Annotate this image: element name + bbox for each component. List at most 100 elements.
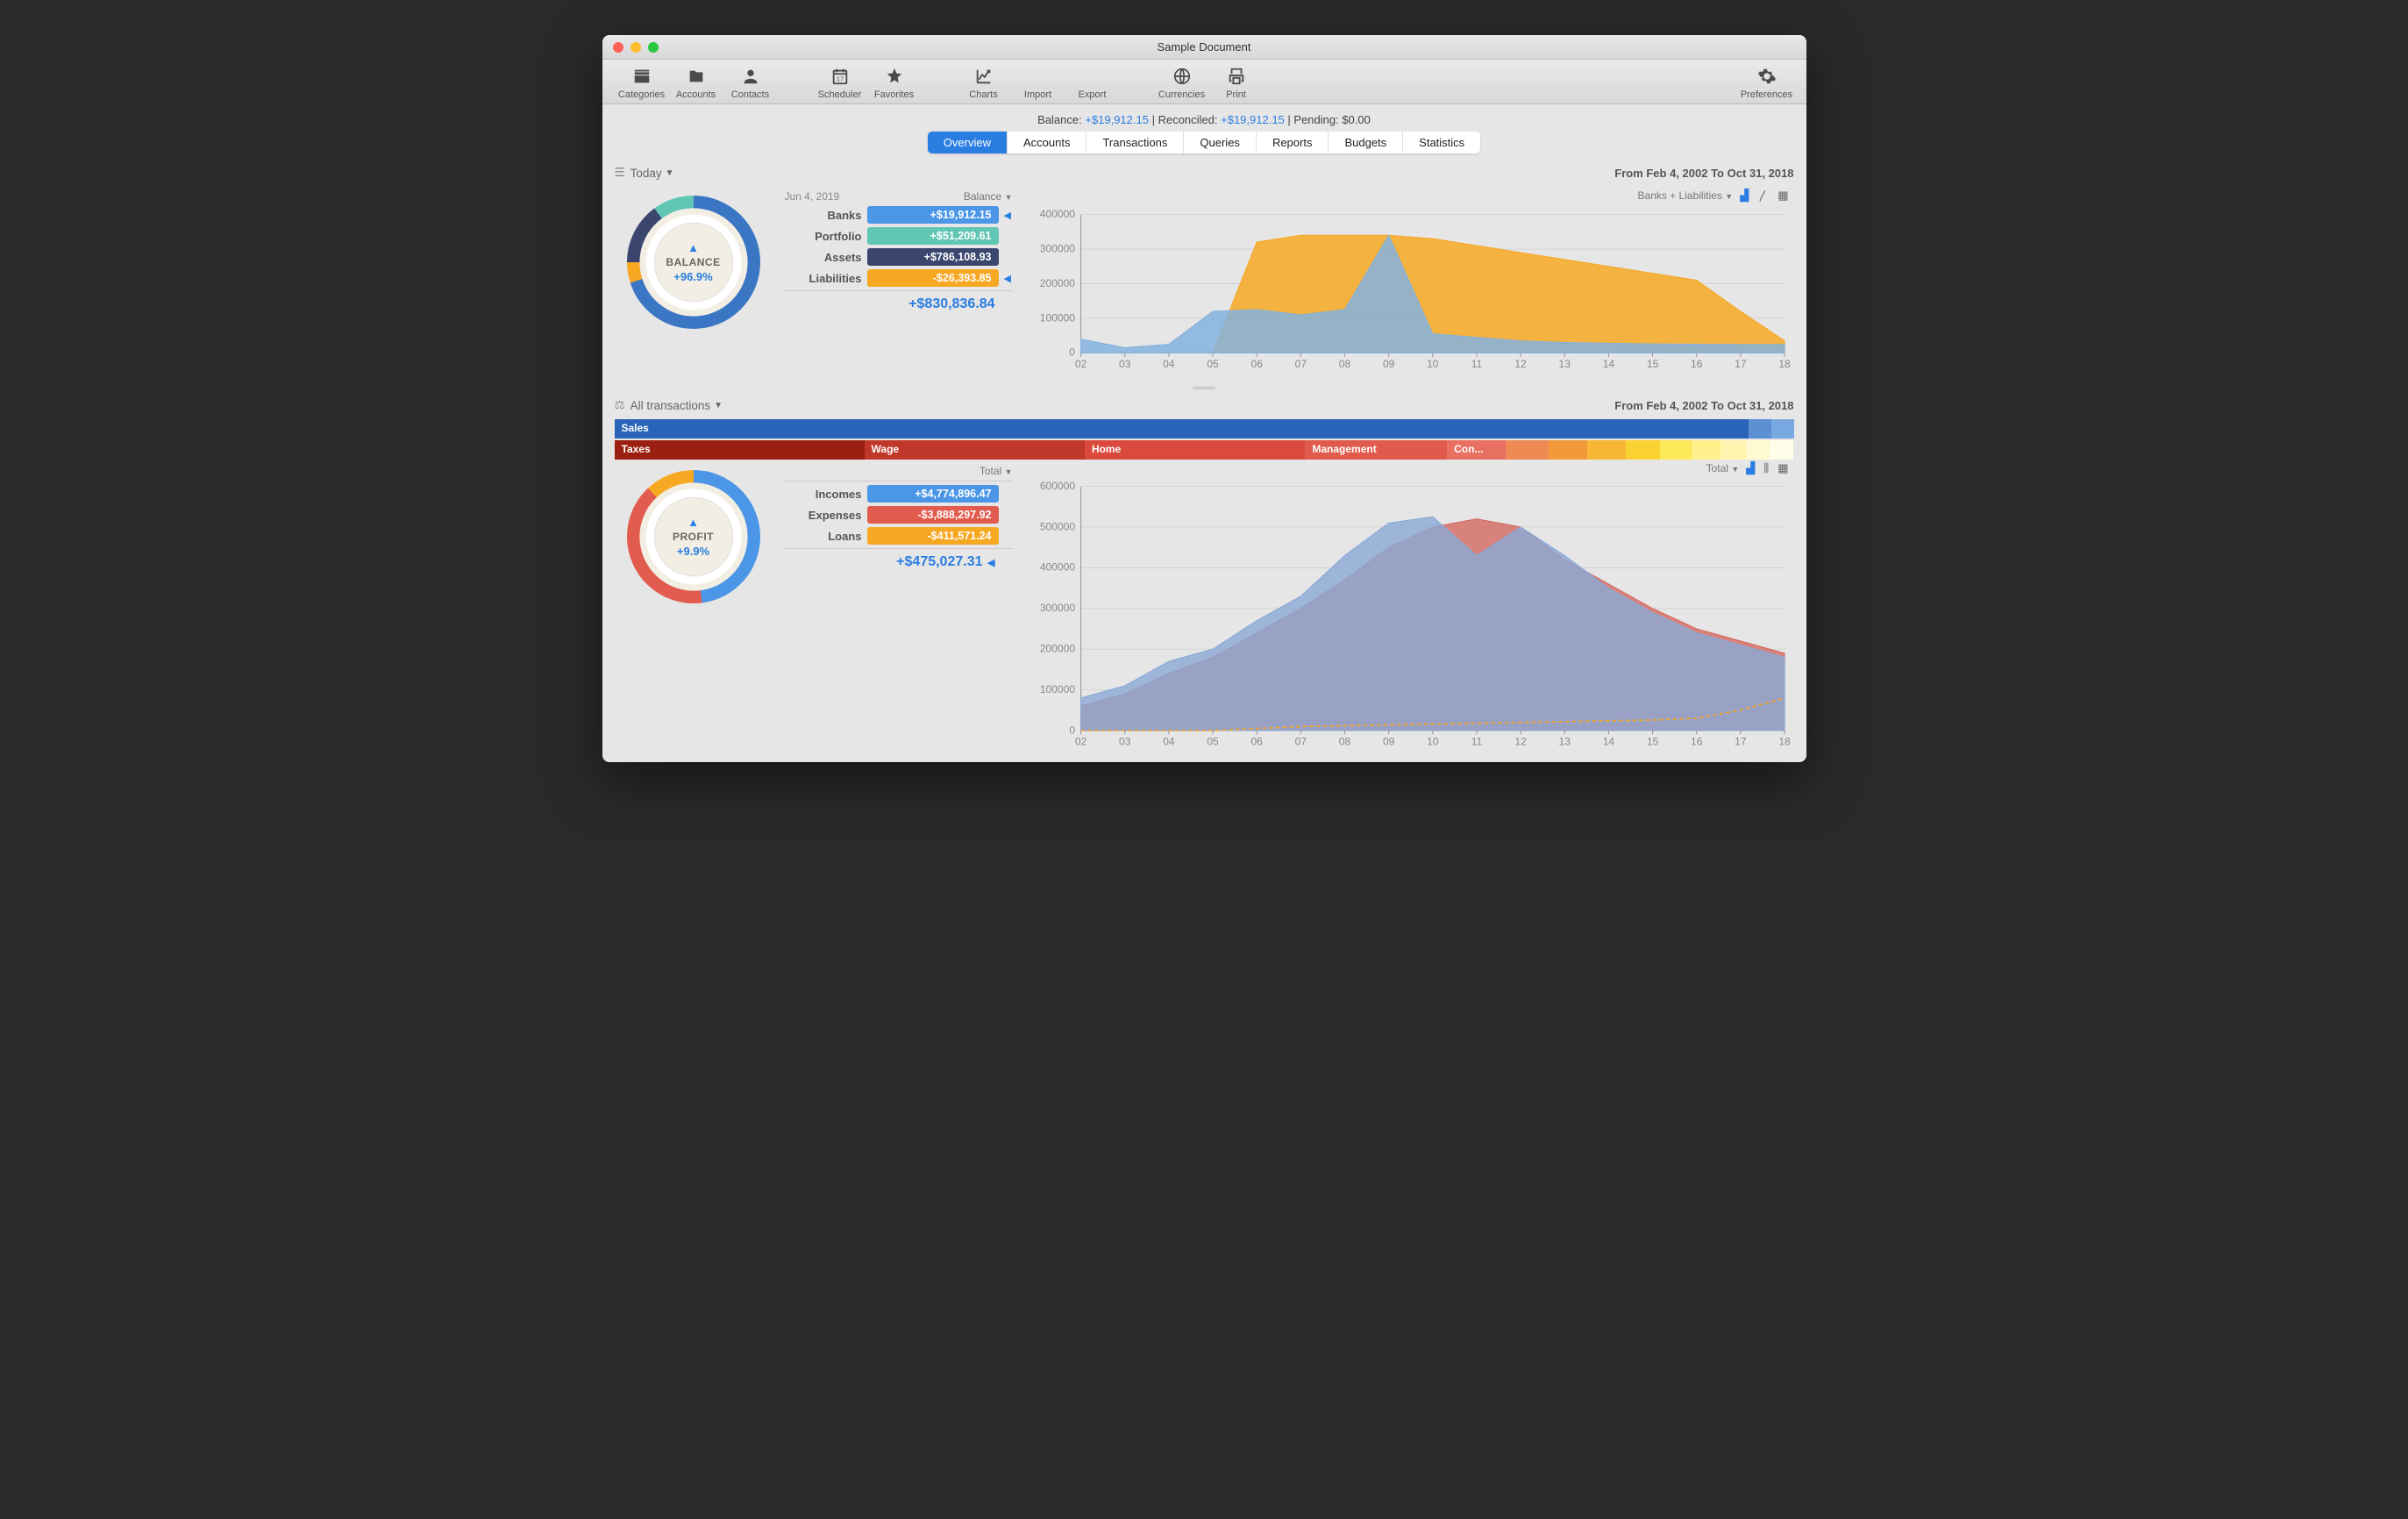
profit-total: +$475,027.31◀: [785, 548, 1013, 570]
svg-text:500000: 500000: [1039, 521, 1074, 533]
legend-row-loans[interactable]: Loans-$411,571.24: [785, 527, 1013, 545]
tab-accounts[interactable]: Accounts: [1008, 132, 1086, 153]
currencies-button[interactable]: Currencies: [1155, 65, 1209, 100]
tab-reports[interactable]: Reports: [1257, 132, 1329, 153]
category-segment[interactable]: Con...: [1447, 440, 1505, 460]
categories-icon: [630, 65, 654, 88]
category-segment[interactable]: [1549, 440, 1587, 460]
svg-text:04: 04: [1163, 358, 1175, 370]
category-segment[interactable]: [1771, 419, 1793, 439]
scope-selector[interactable]: All transactions: [630, 399, 711, 412]
svg-text:400000: 400000: [1039, 561, 1074, 574]
tab-overview[interactable]: Overview: [928, 132, 1008, 153]
titlebar: Sample Document: [602, 35, 1806, 60]
categories-button[interactable]: Categories: [615, 65, 669, 100]
legend-row-assets[interactable]: Assets+$786,108.93: [785, 248, 1013, 266]
expense-category-bar[interactable]: TaxesWageHomeManagementCon...: [615, 440, 1794, 460]
category-segment[interactable]: Home: [1085, 440, 1305, 460]
toolbar: CategoriesAccountsContacts 17SchedulerFa…: [602, 60, 1806, 104]
export-button[interactable]: Export: [1065, 65, 1120, 100]
category-segment[interactable]: [1770, 440, 1793, 460]
favorites-button[interactable]: Favorites: [867, 65, 922, 100]
category-segment[interactable]: [1749, 419, 1771, 439]
bar-chart-icon[interactable]: ⫼: [1762, 461, 1770, 475]
area-chart-icon[interactable]: ▟: [1744, 461, 1756, 475]
table-icon[interactable]: ▦: [1776, 189, 1790, 203]
category-segment[interactable]: [1660, 440, 1692, 460]
window-title: Sample Document: [602, 40, 1806, 53]
tab-statistics[interactable]: Statistics: [1403, 132, 1480, 153]
svg-text:05: 05: [1207, 358, 1219, 370]
print-icon: [1224, 65, 1249, 88]
charts-button[interactable]: Charts: [957, 65, 1011, 100]
category-segment[interactable]: Management: [1305, 440, 1447, 460]
legend-header-selector[interactable]: Balance ▼: [964, 190, 1013, 203]
balance-legend: Jun 4, 2019 Balance ▼ Banks+$19,912.15◀P…: [785, 187, 1013, 312]
category-segment[interactable]: [1721, 440, 1746, 460]
export-icon: [1080, 65, 1105, 88]
legend-row-expenses[interactable]: Expenses-$3,888,297.92: [785, 506, 1013, 524]
chart-series-selector[interactable]: Banks + Liabilities ▼: [1638, 189, 1734, 202]
panel-divider[interactable]: [602, 384, 1806, 391]
legend-header-selector[interactable]: Total ▼: [980, 465, 1013, 477]
category-segment[interactable]: [1587, 440, 1626, 460]
svg-text:15: 15: [1646, 358, 1658, 370]
svg-text:06: 06: [1250, 736, 1263, 748]
print-button[interactable]: Print: [1209, 65, 1264, 100]
line-chart-icon[interactable]: 〳: [1756, 187, 1770, 203]
table-icon[interactable]: ▦: [1776, 461, 1790, 475]
minimize-icon[interactable]: [630, 42, 641, 53]
legend-row-banks[interactable]: Banks+$19,912.15◀: [785, 206, 1013, 224]
svg-text:0: 0: [1069, 724, 1075, 737]
import-button[interactable]: Import: [1011, 65, 1065, 100]
accounts-icon: [684, 65, 709, 88]
close-icon[interactable]: [613, 42, 623, 53]
tab-budgets[interactable]: Budgets: [1329, 132, 1403, 153]
svg-text:10: 10: [1427, 358, 1439, 370]
contacts-button[interactable]: Contacts: [723, 65, 778, 100]
accounts-button[interactable]: Accounts: [669, 65, 723, 100]
svg-text:08: 08: [1338, 358, 1350, 370]
svg-text:13: 13: [1558, 736, 1571, 748]
svg-text:17: 17: [1735, 358, 1747, 370]
main-tabs: OverviewAccountsTransactionsQueriesRepor…: [602, 132, 1806, 153]
svg-text:07: 07: [1294, 736, 1307, 748]
category-segment[interactable]: [1506, 440, 1550, 460]
legend-row-portfolio[interactable]: Portfolio+$51,209.61: [785, 227, 1013, 245]
svg-text:13: 13: [1558, 358, 1571, 370]
chart-series-selector[interactable]: Total ▼: [1706, 462, 1740, 474]
balance-total: +$830,836.84: [785, 290, 1013, 312]
category-segment[interactable]: Taxes: [615, 440, 865, 460]
svg-text:10: 10: [1427, 736, 1439, 748]
svg-text:16: 16: [1691, 358, 1703, 370]
category-segment[interactable]: [1746, 440, 1770, 460]
svg-text:03: 03: [1119, 358, 1131, 370]
tab-queries[interactable]: Queries: [1184, 132, 1257, 153]
category-segment[interactable]: Sales: [615, 419, 1749, 439]
svg-text:09: 09: [1382, 736, 1394, 748]
balance-section-header: ☰ Today ▼ From Feb 4, 2002 To Oct 31, 20…: [602, 159, 1806, 187]
maximize-icon[interactable]: [648, 42, 659, 53]
category-segment[interactable]: Wage: [865, 440, 1085, 460]
svg-text:03: 03: [1119, 736, 1131, 748]
profit-chart: 0100000200000300000400000500000600000020…: [1025, 481, 1794, 750]
scope-selector[interactable]: Today: [630, 167, 662, 180]
scales-icon: ⚖: [615, 398, 625, 412]
date-range: From Feb 4, 2002 To Oct 31, 2018: [1614, 399, 1793, 412]
tab-transactions[interactable]: Transactions: [1086, 132, 1184, 153]
scheduler-button[interactable]: 17Scheduler: [813, 65, 867, 100]
legend-row-liabilities[interactable]: Liabilities-$26,393.85◀: [785, 269, 1013, 287]
svg-text:14: 14: [1602, 736, 1614, 748]
category-segment[interactable]: [1692, 440, 1721, 460]
status-reconciled: +$19,912.15: [1221, 113, 1285, 126]
category-segment[interactable]: [1626, 440, 1659, 460]
profit-legend: Total ▼ Incomes+$4,774,896.47 Expenses-$3…: [785, 461, 1013, 570]
chevron-down-icon: ▼: [666, 168, 674, 178]
svg-text:0: 0: [1069, 346, 1075, 359]
area-chart-icon[interactable]: ▟: [1738, 189, 1750, 203]
legend-row-incomes[interactable]: Incomes+$4,774,896.47: [785, 485, 1013, 503]
svg-text:05: 05: [1207, 736, 1219, 748]
svg-text:200000: 200000: [1039, 277, 1074, 289]
income-category-bar[interactable]: Sales: [615, 419, 1794, 439]
preferences-button[interactable]: Preferences: [1740, 65, 1794, 100]
